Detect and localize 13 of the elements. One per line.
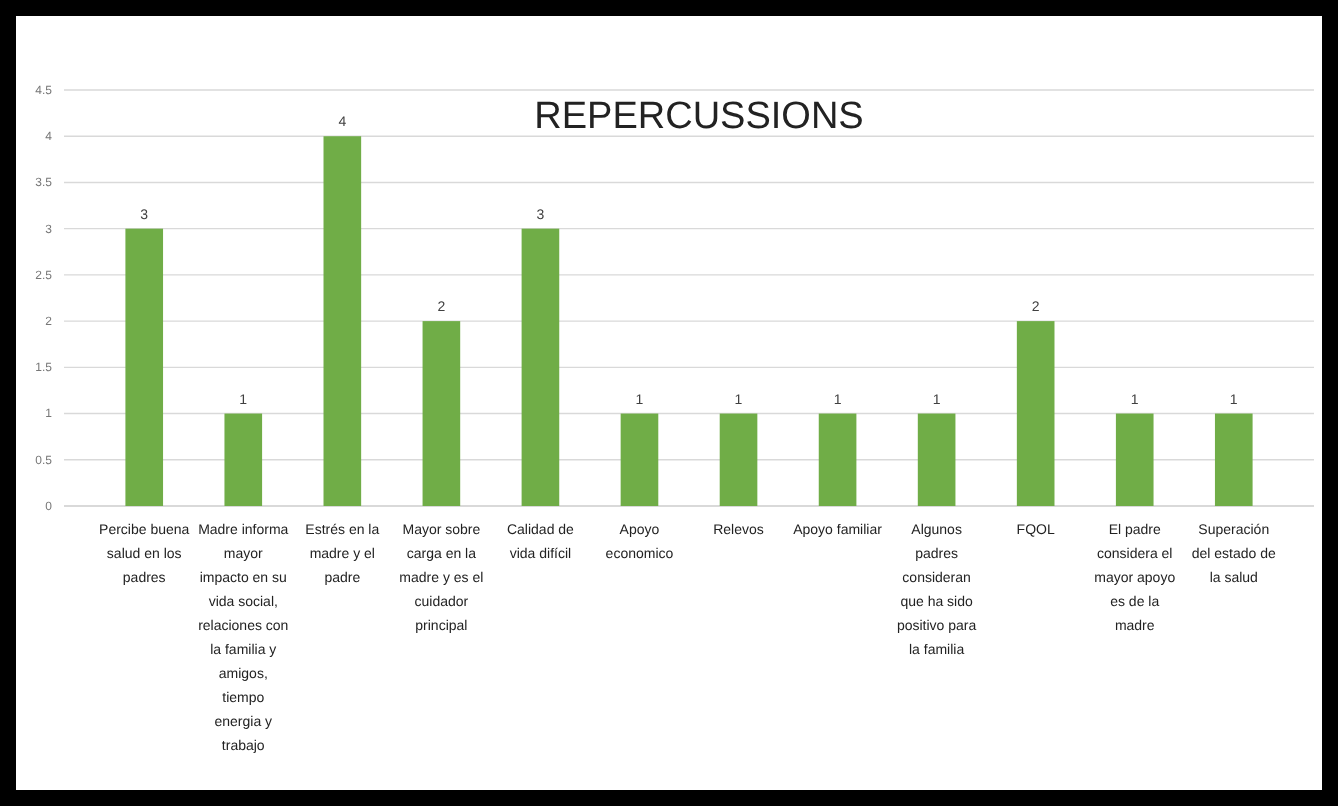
bar xyxy=(224,413,263,506)
bar xyxy=(1115,413,1154,506)
bar xyxy=(620,413,659,506)
bar xyxy=(323,136,362,506)
bar xyxy=(719,413,758,506)
bar xyxy=(521,228,560,506)
chart-title: REPERCUSSIONS xyxy=(534,96,864,138)
bar xyxy=(125,228,164,506)
bar xyxy=(917,413,956,506)
bar xyxy=(818,413,857,506)
bar xyxy=(422,321,461,506)
bar xyxy=(1016,321,1055,506)
bar xyxy=(1214,413,1253,506)
